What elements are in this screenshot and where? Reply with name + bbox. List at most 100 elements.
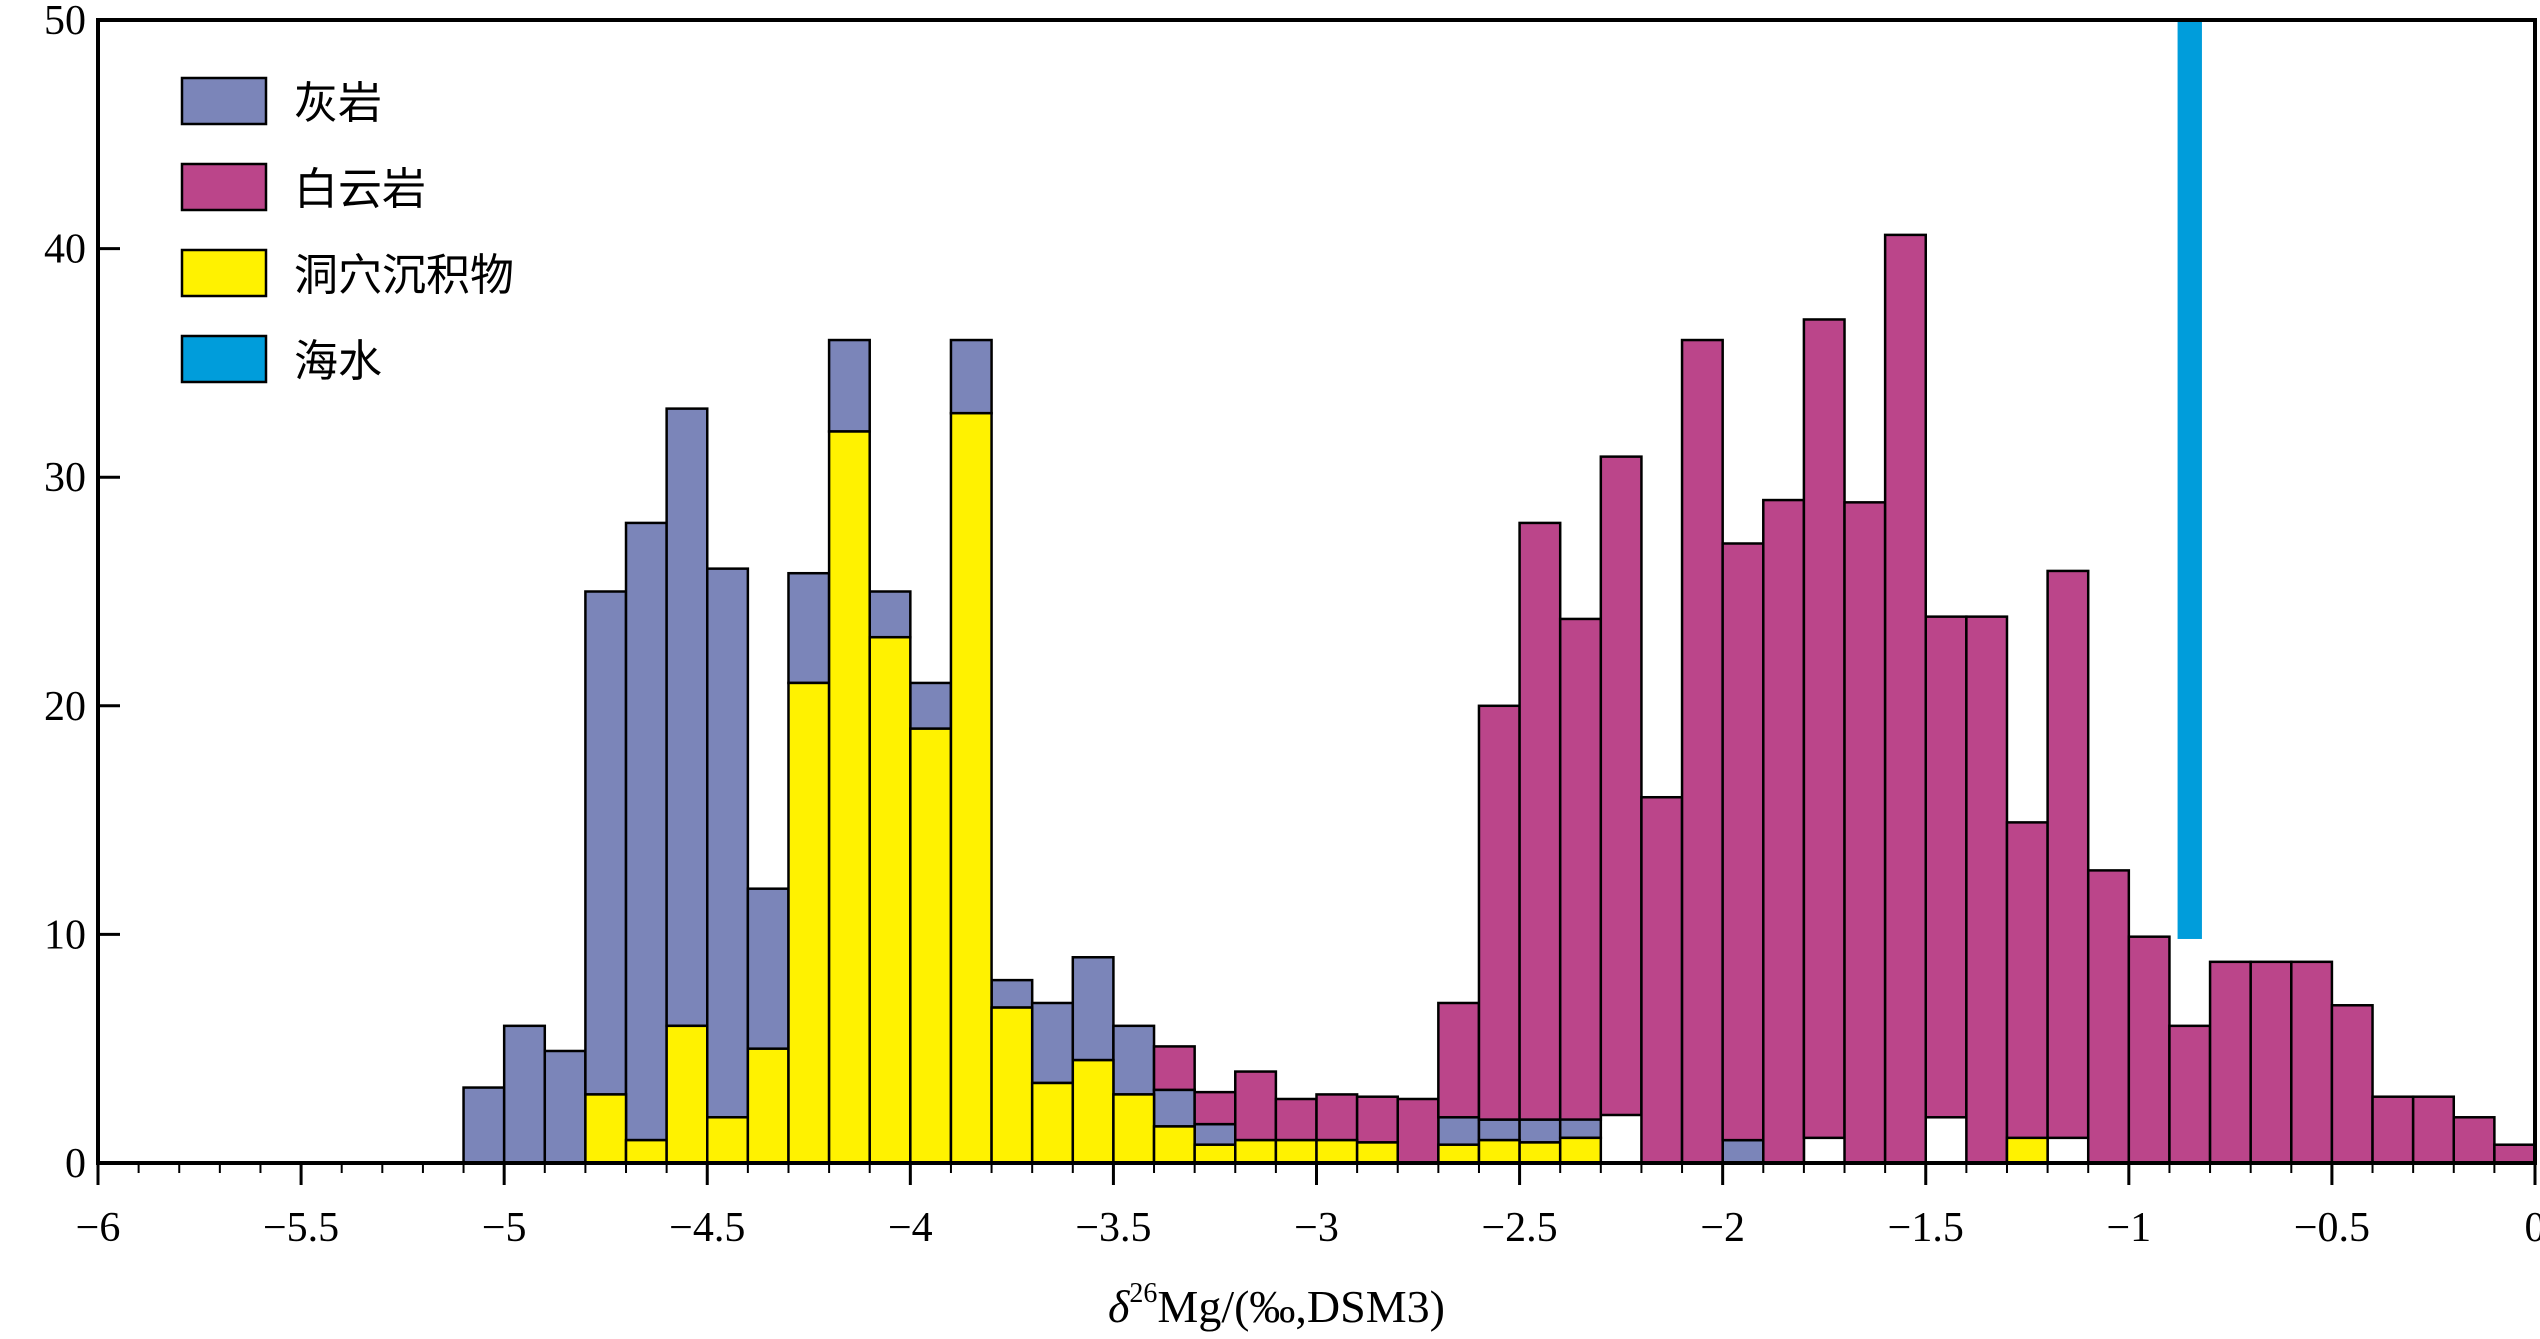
bar-2-1 xyxy=(624,1138,668,1165)
bar-0-11 xyxy=(909,681,953,730)
bar-2-9 xyxy=(949,411,993,1165)
bar-2-11 xyxy=(1030,1081,1075,1165)
bar-0-20 xyxy=(1477,1118,1521,1142)
bar-1-28 xyxy=(2290,960,2334,1165)
bar-2-2 xyxy=(665,1024,709,1165)
bar-1-10 xyxy=(1558,617,1603,1121)
bar-0-1 xyxy=(502,1024,547,1165)
x-tick-label: −4.5 xyxy=(669,1205,745,1251)
bar-0-4 xyxy=(624,521,668,1142)
bar-1-25 xyxy=(2168,1024,2212,1165)
bar-0-3 xyxy=(584,590,628,1096)
legend-swatch xyxy=(180,76,268,126)
y-tick-label: 10 xyxy=(44,912,86,958)
bar-1-9 xyxy=(1518,521,1562,1121)
legend-swatch xyxy=(180,248,268,298)
bar-2-18 xyxy=(1315,1138,1359,1165)
legend-swatch xyxy=(180,162,268,212)
bar-1-14 xyxy=(1721,542,1765,1142)
x-tick-label: −5.5 xyxy=(263,1205,339,1251)
bar-2-21 xyxy=(1477,1138,1521,1165)
bar-1-17 xyxy=(1843,501,1887,1165)
bar-2-10 xyxy=(990,1006,1034,1165)
bar-2-15 xyxy=(1193,1143,1237,1165)
x-tick-label: −6 xyxy=(76,1205,121,1251)
bar-1-32 xyxy=(2452,1116,2496,1165)
x-tick-labels: −6 −5.5 −5 −4.5 −4 −3.5 −3 −2.5 −2 −1.5 −1 −0.5 0 xyxy=(76,1205,2540,1251)
bar-1-6 xyxy=(1396,1097,1440,1165)
x-tick-label: 0 xyxy=(2525,1205,2540,1251)
bar-2-22 xyxy=(1518,1141,1562,1165)
bar-0-21 xyxy=(1518,1118,1562,1144)
bar-1-7 xyxy=(1437,1001,1481,1119)
bar-1-31 xyxy=(2411,1095,2456,1165)
bar-2-24 xyxy=(2005,1136,2049,1165)
bar-1-15 xyxy=(1762,498,1806,1165)
bar-0-19 xyxy=(1437,1116,1481,1146)
x-axis-title-rest: Mg/(‰,DSM3) xyxy=(1157,1281,1445,1332)
bar-2-7 xyxy=(868,635,912,1165)
bar-2-0 xyxy=(584,1093,628,1165)
bar-1-3 xyxy=(1274,1097,1318,1142)
bar-1-24 xyxy=(2127,935,2171,1165)
y-tick-label: 50 xyxy=(44,0,86,44)
bar-2-23 xyxy=(1558,1136,1603,1165)
bar-1-27 xyxy=(2249,960,2293,1165)
bar-2-5 xyxy=(787,681,831,1165)
bar-1-12 xyxy=(1640,795,1684,1165)
bar-1-4 xyxy=(1315,1093,1359,1142)
bar-0-8 xyxy=(787,571,831,685)
bar-0-7 xyxy=(746,887,790,1050)
bar-1-30 xyxy=(2371,1095,2415,1165)
bar-0-16 xyxy=(1112,1024,1156,1096)
x-tick-label: −2 xyxy=(1700,1205,1745,1251)
bar-0-14 xyxy=(1030,1001,1075,1085)
bar-0-17 xyxy=(1152,1088,1196,1128)
x-tick-label: −5 xyxy=(482,1205,527,1251)
bar-1-13 xyxy=(1680,338,1724,1165)
bar-1-0 xyxy=(1152,1045,1196,1092)
bar-1-8 xyxy=(1477,704,1521,1121)
bar-0-10 xyxy=(868,590,912,639)
bar-1-33 xyxy=(2493,1143,2537,1165)
bar-1-18 xyxy=(1883,233,1927,1165)
x-tick-label: −1.5 xyxy=(1888,1205,1964,1251)
y-tick-label: 20 xyxy=(44,684,86,730)
bar-0-23 xyxy=(1721,1138,1765,1165)
bar-2-20 xyxy=(1437,1143,1481,1165)
histogram-bars xyxy=(462,20,2537,1165)
legend-swatch xyxy=(180,334,268,384)
y-tick-label: 0 xyxy=(65,1141,86,1187)
bar-0-0 xyxy=(462,1086,506,1165)
bar-2-19 xyxy=(1355,1141,1399,1165)
x-tick-label: −4 xyxy=(888,1205,933,1251)
bar-3-0 xyxy=(2177,20,2202,939)
bar-1-2 xyxy=(1234,1070,1278,1142)
bar-1-23 xyxy=(2086,869,2131,1165)
y-tick-labels: 0 10 20 30 40 50 xyxy=(44,0,86,1187)
x-tick-label: −1 xyxy=(2106,1205,2151,1251)
bar-1-1 xyxy=(1193,1090,1237,1126)
bar-0-13 xyxy=(990,978,1034,1009)
plot-frame xyxy=(96,18,2537,1165)
legend-label: 海水 xyxy=(294,336,382,387)
bar-0-5 xyxy=(665,407,709,1028)
bar-2-8 xyxy=(909,727,953,1165)
bar-2-14 xyxy=(1152,1125,1196,1165)
bar-1-5 xyxy=(1355,1095,1399,1144)
x-axis-title-sup: 26 xyxy=(1129,1278,1157,1309)
y-tick-label: 40 xyxy=(44,227,86,273)
bar-2-16 xyxy=(1234,1138,1278,1165)
bar-0-9 xyxy=(827,338,871,433)
legend-label: 洞穴沉积物 xyxy=(294,250,514,301)
bar-0-12 xyxy=(949,338,993,415)
bar-1-11 xyxy=(1599,455,1643,1117)
bar-2-13 xyxy=(1112,1093,1156,1165)
bar-1-22 xyxy=(2046,569,2090,1140)
bar-2-6 xyxy=(827,430,871,1165)
y-tick-label: 30 xyxy=(44,455,86,501)
x-axis-title: δ26Mg/(‰,DSM3) xyxy=(1108,1278,1445,1332)
x-tick-label: −3 xyxy=(1294,1205,1339,1251)
